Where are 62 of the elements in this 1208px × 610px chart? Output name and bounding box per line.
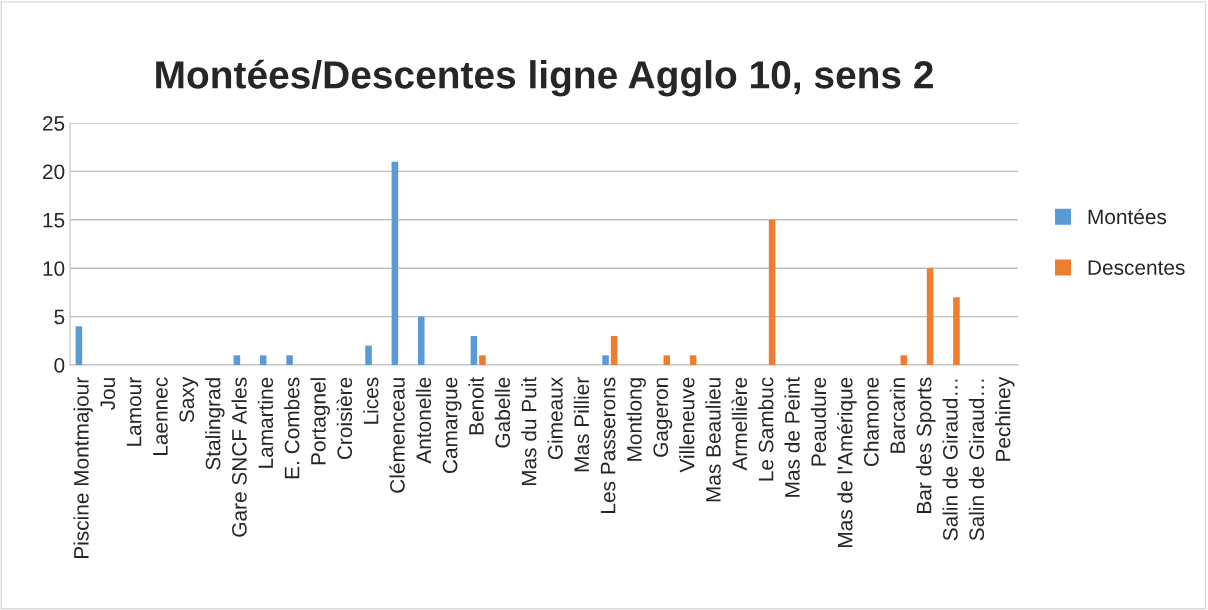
bar (768, 219, 776, 365)
bar (479, 355, 486, 365)
x-tick-label: Stalingrad (205, 378, 225, 470)
x-tick-label: Bar des Sports (916, 377, 936, 513)
bar (602, 355, 609, 365)
x-tick-label: Mas Pillier (573, 377, 590, 472)
x-tick-label: Saxy (179, 376, 199, 423)
x-tick-label: Le Sambuc (758, 377, 774, 481)
x-tick-label: Villeneuve (679, 377, 695, 473)
x-tick-label: Mas de l'Amérique (837, 377, 857, 547)
x-tick-label: Montlong (626, 378, 646, 461)
x-tick-label: Mas Beaulieu (705, 378, 721, 502)
bar (689, 355, 697, 365)
bar (953, 297, 960, 365)
x-tick-label: Salin de Giraud… (968, 379, 985, 541)
bar (75, 326, 83, 365)
bar (259, 355, 267, 365)
x-tick-label: Gare SNCF Arles (231, 377, 247, 537)
x-tick-label: Clémenceau (389, 378, 405, 493)
y-tick-label: 15 (43, 213, 65, 228)
x-tick-label: Piscine Montmajour (73, 377, 93, 559)
x-tick-label: Croisière (336, 377, 353, 460)
x-tick-label: Mas du Puit (521, 376, 537, 486)
x-tick-label: Peaudure (810, 377, 827, 466)
x-tick-label: Jou (100, 378, 116, 411)
x-tick-label: Salin de Giraud… (942, 379, 958, 541)
y-tick-label: 25 (43, 116, 65, 131)
x-tick-label: Les Passerons (600, 377, 616, 513)
legend-label: Descentes (1088, 260, 1185, 275)
legend-label: Montées (1088, 208, 1167, 225)
y-tick-label: 0 (54, 358, 65, 373)
x-tick-label: Laennec (153, 377, 168, 456)
x-tick-label: Pechiney (995, 376, 1015, 461)
bar (663, 355, 671, 365)
chart-title: Montées/Descentes ligne Agglo 10, sens 2 (156, 59, 933, 97)
x-tick-label: Lices (363, 377, 379, 424)
x-tick-label: Chamone (863, 377, 879, 467)
x-tick-label: Gimeaux (547, 377, 563, 460)
x-tick-label: Mas de Peint (784, 376, 800, 497)
y-tick-label: 5 (54, 309, 65, 325)
bar (365, 345, 372, 365)
y-tick-label: 20 (43, 164, 65, 180)
x-tick-label: Barcarin (889, 378, 906, 453)
x-tick-label: Gabelle (494, 377, 511, 448)
y-tick-label: 10 (43, 261, 65, 276)
x-tick-label: Lamartine (257, 377, 274, 468)
x-tick-label: Portagnel (310, 378, 330, 465)
bar (391, 161, 399, 365)
x-tick-label: Camargue (442, 377, 462, 474)
bar (233, 355, 241, 365)
bar (610, 335, 618, 365)
x-tick-label: Lamour (126, 377, 142, 446)
x-tick-label: Antonelle (415, 377, 432, 464)
bar (470, 335, 478, 365)
x-tick-label: Benoit (468, 376, 484, 435)
x-tick-label: Armellière (731, 377, 748, 471)
bar (900, 355, 908, 365)
x-tick-label: Gageron (653, 378, 673, 457)
x-tick-label: E. Combes (284, 377, 300, 479)
bar (286, 355, 293, 365)
bar (417, 316, 425, 365)
bar (926, 268, 934, 365)
